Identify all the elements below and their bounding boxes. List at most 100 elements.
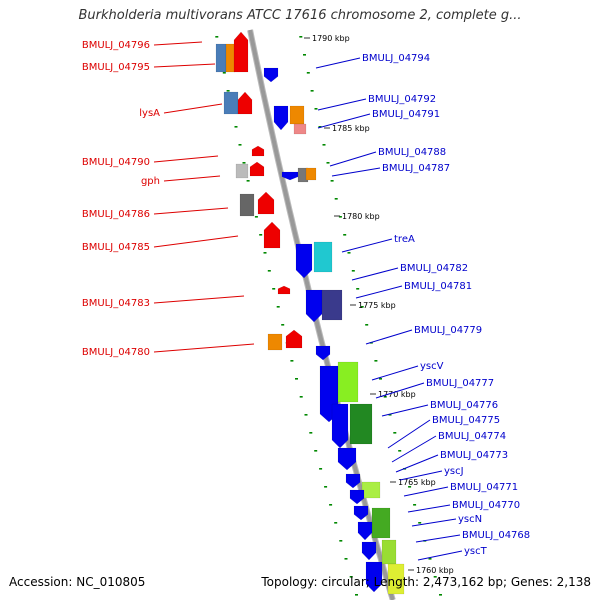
gene-arrow[interactable] — [295, 243, 313, 279]
left-tick — [234, 126, 238, 128]
left-tick — [344, 558, 348, 560]
gene-arrow[interactable] — [305, 167, 317, 181]
gene-arrow[interactable] — [349, 403, 373, 445]
label-leader-line — [407, 504, 451, 513]
gene-arrow[interactable] — [215, 43, 227, 73]
gene-arrow[interactable] — [277, 285, 291, 295]
gene-label-right[interactable]: BMULJ_04768 — [462, 530, 530, 541]
gene-label-right[interactable]: BMULJ_04777 — [426, 378, 494, 389]
gene-arrow[interactable] — [371, 507, 391, 539]
gene-label-left[interactable]: BMULJ_04785 — [82, 242, 150, 253]
gene-arrow[interactable] — [337, 361, 359, 403]
gene-arrow[interactable] — [249, 161, 265, 177]
gene-arrow[interactable] — [263, 221, 281, 249]
gene-arrow[interactable] — [381, 539, 397, 565]
gene-label-left[interactable]: BMULJ_04783 — [82, 298, 150, 309]
kbp-label: 1775 kbp — [358, 301, 396, 310]
gene-label-right[interactable]: BMULJ_04776 — [430, 400, 498, 411]
gene-label-right[interactable]: yscJ — [444, 466, 464, 477]
right-tick — [326, 162, 330, 164]
right-tick — [393, 432, 397, 434]
gene-arrow[interactable] — [337, 447, 357, 471]
right-tick — [413, 504, 417, 506]
gene-label-right[interactable]: yscT — [464, 546, 488, 557]
gene-arrow[interactable] — [353, 505, 369, 521]
gene-label-right[interactable]: BMULJ_04771 — [450, 482, 518, 493]
label-lines — [153, 41, 463, 561]
gene-arrow[interactable] — [267, 333, 283, 351]
gene-label-right[interactable]: BMULJ_04770 — [452, 500, 520, 511]
gene-label-right[interactable]: BMULJ_04775 — [432, 415, 500, 426]
gene-label-right[interactable]: BMULJ_04792 — [368, 94, 436, 105]
gene-label-right[interactable]: BMULJ_04791 — [372, 109, 440, 120]
gene-arrow[interactable] — [357, 521, 373, 541]
gene-arrow[interactable] — [321, 289, 343, 321]
gene-arrow[interactable] — [361, 481, 381, 499]
gene-arrow[interactable] — [293, 123, 307, 135]
label-leader-line — [331, 167, 381, 177]
right-tick — [374, 360, 378, 362]
gene-label-left[interactable]: lysA — [139, 108, 160, 119]
left-tick — [334, 522, 338, 524]
gene-arrow[interactable] — [285, 329, 303, 349]
label-leader-line — [399, 470, 443, 481]
gene-label-right[interactable]: treA — [394, 234, 415, 245]
label-leader-line — [375, 382, 425, 399]
gene-arrow[interactable] — [263, 67, 279, 83]
label-leader-line — [153, 295, 245, 304]
gene-arrow[interactable] — [257, 191, 275, 215]
gene-label-right[interactable]: BMULJ_04781 — [404, 281, 472, 292]
gene-label-right[interactable]: yscV — [420, 361, 444, 372]
gene-label-right[interactable]: BMULJ_04774 — [438, 431, 506, 442]
gene-arrow[interactable] — [313, 241, 333, 273]
gene-label-right[interactable]: BMULJ_04773 — [440, 450, 508, 461]
gene-arrow[interactable] — [297, 167, 309, 183]
gene-arrow[interactable] — [289, 105, 305, 125]
gene-label-left[interactable]: BMULJ_04795 — [82, 62, 150, 73]
gene-arrow[interactable] — [233, 31, 249, 73]
gene-label-left[interactable]: BMULJ_04786 — [82, 209, 150, 220]
label-leader-line — [351, 267, 399, 281]
label-leader-line — [153, 155, 219, 163]
gene-label-left[interactable]: BMULJ_04790 — [82, 157, 150, 168]
gene-arrow[interactable] — [361, 541, 377, 561]
gene-label-right[interactable]: BMULJ_04779 — [414, 325, 482, 336]
gene-label-left[interactable]: gph — [141, 176, 160, 187]
left-tick — [299, 396, 303, 398]
right-tick — [314, 108, 318, 110]
kbp-label: 1760 kbp — [416, 566, 454, 575]
gene-arrow[interactable] — [331, 403, 349, 449]
gene-arrow[interactable] — [237, 91, 253, 115]
gene-label-left[interactable]: BMULJ_04796 — [82, 40, 150, 51]
gene-arrow[interactable] — [225, 43, 236, 73]
left-tick — [254, 216, 258, 218]
right-tick — [303, 54, 306, 56]
gene-label-right[interactable]: BMULJ_04787 — [382, 163, 450, 174]
kbp-label: 1785 kbp — [332, 124, 370, 133]
gene-arrow[interactable] — [365, 561, 383, 593]
gene-arrow[interactable] — [387, 563, 405, 595]
gene-arrow[interactable] — [281, 171, 299, 181]
gene-arrow[interactable] — [235, 163, 249, 179]
left-tick — [272, 288, 276, 290]
gene-label-left[interactable]: BMULJ_04780 — [82, 347, 150, 358]
gene-arrow[interactable] — [345, 473, 361, 489]
label-leader-line — [387, 419, 431, 449]
left-tick — [319, 468, 323, 470]
gene-label-right[interactable]: BMULJ_04788 — [378, 147, 446, 158]
kbp-label: 1770 kbp — [378, 390, 416, 399]
label-leader-line — [411, 518, 457, 527]
gene-arrow[interactable] — [239, 193, 255, 217]
left-tick — [349, 576, 353, 578]
label-leader-line — [415, 534, 461, 543]
left-tick — [290, 360, 294, 362]
gene-arrow[interactable] — [223, 91, 239, 115]
gene-arrow[interactable] — [251, 145, 265, 157]
gene-label-right[interactable]: BMULJ_04782 — [400, 263, 468, 274]
gene-arrow[interactable] — [315, 345, 331, 361]
gene-arrow[interactable] — [273, 105, 289, 131]
gene-arrow[interactable] — [305, 289, 323, 323]
gene-arrow[interactable] — [349, 489, 365, 505]
gene-label-right[interactable]: BMULJ_04794 — [362, 53, 430, 64]
gene-label-right[interactable]: yscN — [458, 514, 482, 525]
